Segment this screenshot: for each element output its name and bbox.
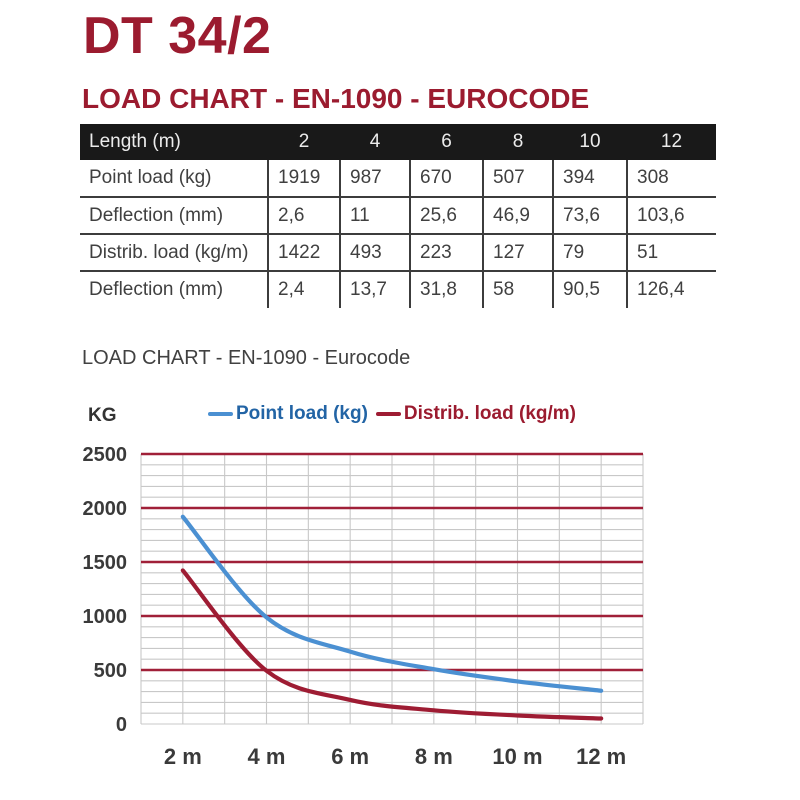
y-axis-tick-label: 1000 (83, 606, 128, 628)
table-col-header: 12 (660, 131, 683, 152)
cell-value: 58 (482, 271, 553, 308)
legend-item: Distrib. load (kg/m) (375, 403, 576, 425)
chart-y-axis-title: KG (88, 405, 117, 426)
cell-value: 987 (339, 160, 410, 198)
y-axis-tick-label: 500 (94, 660, 127, 682)
load-table-body: Point load (kg) 1919 987 670 507 394 308 Deflec… (80, 160, 716, 308)
cell-value: 25,6 (409, 197, 483, 235)
cell-value: 1422 (267, 234, 340, 272)
cell-value: 394 (552, 160, 627, 198)
cell-value: 73,6 (552, 197, 627, 235)
load-table: Length (m) 2 4 6 8 10 12 Point load (kg) 1919 98… (80, 124, 716, 308)
x-axis-tick-label: 6 m (331, 744, 369, 769)
cell-value: 79 (552, 234, 627, 272)
cell-value: 507 (482, 160, 553, 198)
table-col-header: 8 (512, 131, 524, 152)
x-axis-tick-label: 10 m (492, 744, 542, 769)
row-label: Deflection (mm) (89, 279, 224, 300)
row-label: Point load (kg) (80, 160, 268, 198)
cell-value: 1919 (267, 160, 340, 198)
legend-line-swatch (207, 412, 233, 416)
chart-legend: Point load (kg) Distrib. load (kg/m) (141, 403, 643, 425)
cell-value: 103,6 (626, 197, 716, 235)
legend-item: Point load (kg) (207, 403, 368, 425)
y-axis-tick-label: 2500 (83, 444, 128, 466)
table-col-header: 6 (441, 131, 452, 152)
load-table-header-row: Length (m) 2 4 6 8 10 12 (80, 124, 716, 160)
section-heading: LOAD CHART - EN-1090 - EUROCODE (82, 83, 590, 114)
legend-line-swatch (375, 412, 401, 416)
table-row: Point load (kg) 1919 987 670 507 394 308 (80, 160, 716, 198)
x-axis-tick-label: 8 m (415, 744, 453, 769)
cell-value: 2,6 (267, 197, 340, 235)
cell-value: 2,4 (267, 271, 340, 308)
page-title: DT 34/2 (83, 7, 272, 65)
cell-value: 51 (626, 234, 716, 272)
cell-value: 90,5 (552, 271, 627, 308)
cell-value: 31,8 (409, 271, 483, 308)
legend-label: Distrib. load (kg/m) (403, 403, 576, 424)
cell-value: 46,9 (482, 197, 553, 235)
row-label: Distrib. load (kg/m) (80, 234, 268, 272)
x-axis-tick-label: 2 m (164, 744, 202, 769)
cell-value: 670 (409, 160, 483, 198)
chart-caption: LOAD CHART - EN-1090 - Eurocode (82, 347, 411, 369)
legend-label: Point load (kg) (235, 403, 368, 424)
cell-value: 308 (626, 160, 716, 198)
cell-value: 126,4 (626, 271, 716, 308)
series-line-distrib-load (180, 568, 604, 721)
table-col-header: 10 (579, 131, 601, 152)
cell-value: 127 (482, 234, 553, 272)
table-row: Deflection (mm) 2,4 13,7 31,8 58 90,5 126,4 (80, 271, 716, 308)
table-row: Distrib. load (kg/m) 1422 493 223 127 79 51 (80, 234, 716, 272)
table-col-header: 2 (298, 131, 310, 152)
x-axis-tick-label: 4 m (248, 744, 286, 769)
table-col-header: 4 (369, 131, 381, 152)
table-row: Deflection (mm) 2,6 11 25,6 46,9 73,6 103,6 (80, 197, 716, 235)
cell-value: 223 (409, 234, 483, 272)
cell-value: 11 (339, 197, 410, 235)
row-label: Deflection (mm) (80, 197, 268, 235)
table-col-header-label: Length (m) (89, 131, 181, 152)
cell-value: 13,7 (339, 271, 410, 308)
series-line-point-load (180, 514, 604, 693)
x-axis-tick-label: 12 m (576, 744, 626, 769)
y-axis-tick-label: 2000 (83, 498, 128, 520)
cell-value: 493 (339, 234, 410, 272)
y-axis-tick-label: 0 (116, 714, 127, 736)
y-axis-tick-label: 1500 (83, 552, 128, 574)
